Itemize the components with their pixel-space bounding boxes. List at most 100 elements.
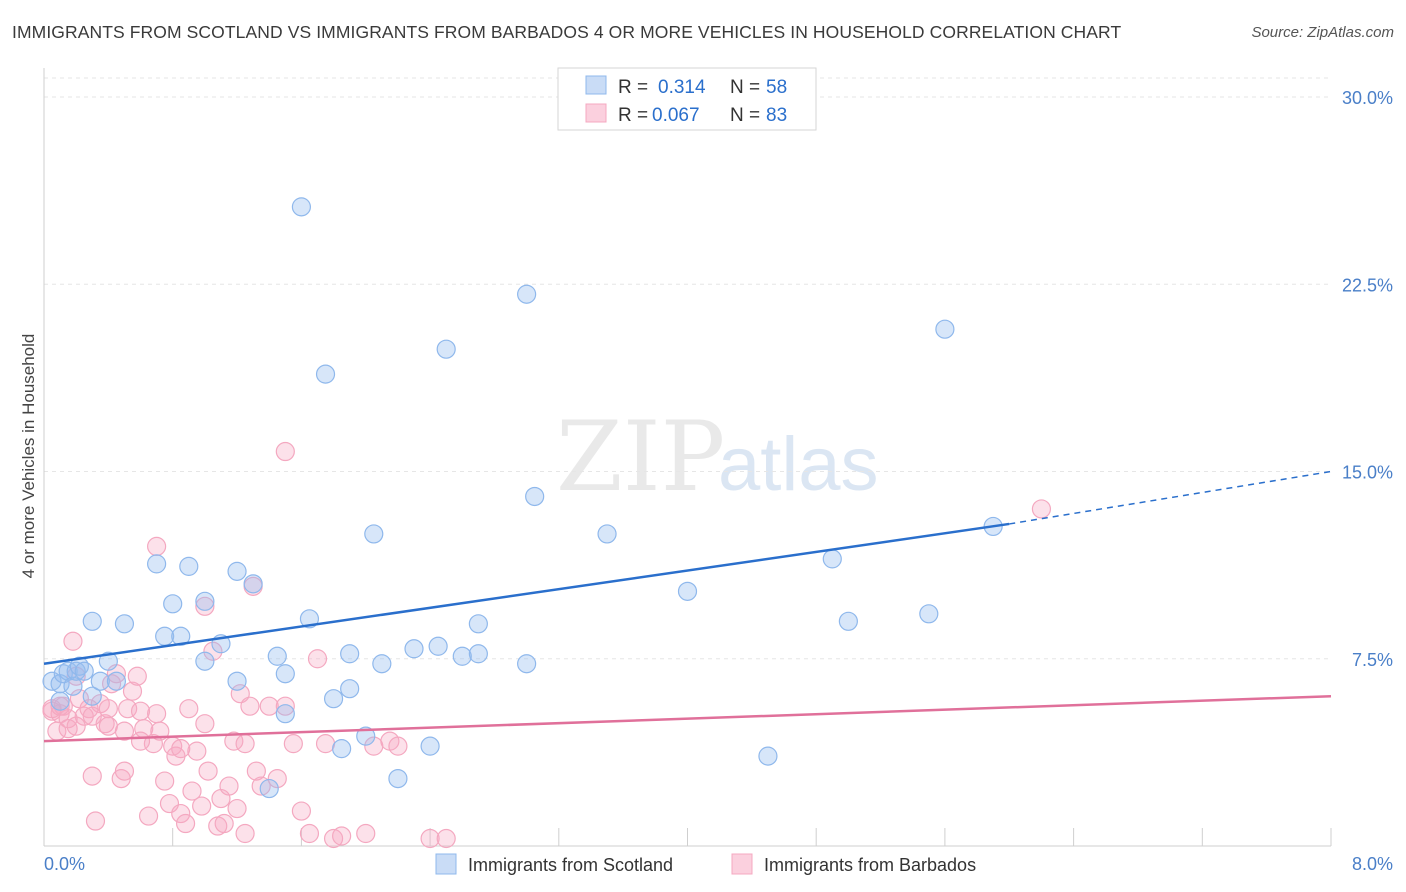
scotland-point-15 <box>147 554 167 574</box>
barbados-point-82 <box>275 696 295 716</box>
barbados-point-36 <box>187 741 207 761</box>
y-axis-label: 4 or more Vehicles in Household <box>19 334 38 579</box>
scotland-point-46 <box>468 614 488 634</box>
scotland-point-50 <box>517 284 537 304</box>
legend-n-label-1: N = <box>730 77 760 98</box>
barbados-point-33 <box>175 813 196 834</box>
barbados-point-70 <box>42 699 62 719</box>
barbados-point-62 <box>332 826 352 846</box>
legend-n-value-1: 58 <box>766 77 787 98</box>
scotland-point-44 <box>436 339 456 359</box>
scotland-point-0 <box>42 671 62 691</box>
barbados-point-24 <box>138 806 159 826</box>
trend-lines <box>43 470 1332 743</box>
scotland-point-48 <box>517 654 537 674</box>
barbados-point-46 <box>227 798 247 819</box>
barbados-point-61 <box>323 828 344 849</box>
scotland-point-54 <box>822 549 842 569</box>
barbados-point-28 <box>155 771 175 791</box>
barbados-trend-line <box>43 694 1332 743</box>
barbados-point-49 <box>240 696 260 716</box>
y-tick-label-3: 30.0% <box>1342 88 1393 108</box>
barbados-point-40 <box>203 641 223 661</box>
svg-text:R = 0.314 N =: R = 0.314 N = 58 <box>618 77 787 98</box>
scotland-point-20 <box>195 591 215 611</box>
scotland-point-40 <box>388 768 408 789</box>
bottom-legend-label-scotland: Immigrants from Scotland <box>468 855 673 875</box>
scotland-point-49 <box>525 486 545 507</box>
barbados-point-22 <box>130 701 151 721</box>
legend: R = 0.314 N = 58 R = 0.067 N = 83 <box>557 67 817 131</box>
bottom-legend-swatch-barbados <box>731 853 753 875</box>
barbados-point-10 <box>82 766 102 786</box>
barbados-point-77 <box>130 731 151 751</box>
data-points <box>42 197 1052 849</box>
barbados-point-78 <box>147 704 167 724</box>
barbados-point-68 <box>436 828 456 849</box>
source-credit: Source: ZipAtlas.com <box>1251 24 1394 41</box>
scotland-point-53 <box>758 746 778 766</box>
legend-r-value-1: 0.314 <box>658 77 706 98</box>
barbados-point-26 <box>147 536 167 557</box>
scotland-point-17 <box>163 594 183 614</box>
scotland-point-31 <box>299 609 320 629</box>
scotland-point-52 <box>677 581 698 601</box>
scotland-point-23 <box>227 671 247 691</box>
barbados-point-67 <box>420 828 440 849</box>
scotland-point-37 <box>356 726 376 746</box>
barbados-point-59 <box>307 649 328 669</box>
barbados-point-11 <box>85 811 106 831</box>
barbados-point-44 <box>219 776 239 796</box>
barbados-point-55 <box>275 441 295 462</box>
barbados-point-38 <box>195 596 215 616</box>
scotland-point-57 <box>919 604 939 624</box>
y-tick-label-1: 15.0% <box>1342 463 1393 483</box>
barbados-point-20 <box>122 681 143 701</box>
scotland-point-4 <box>58 661 78 681</box>
barbados-point-63 <box>356 823 376 844</box>
scotland-point-13 <box>106 671 126 691</box>
scotland-point-33 <box>323 689 344 709</box>
scotland-point-21 <box>195 651 215 671</box>
barbados-point-32 <box>171 803 191 824</box>
scotland-point-56 <box>935 319 955 339</box>
barbados-point-4 <box>58 719 78 739</box>
barbados-point-58 <box>299 823 320 844</box>
barbados-point-57 <box>291 801 311 821</box>
barbados-point-60 <box>315 734 336 754</box>
x-tick-label-min: 0.0% <box>44 854 85 874</box>
barbados-point-18 <box>114 761 135 781</box>
barbados-point-74 <box>82 706 102 726</box>
barbados-point-53 <box>259 696 279 716</box>
bottom-legend: Immigrants from Scotland Immigrants from… <box>435 853 976 875</box>
barbados-point-75 <box>98 716 118 736</box>
barbados-point-56 <box>283 734 303 754</box>
scotland-trend-line <box>43 522 1010 665</box>
scotland-point-11 <box>90 671 110 691</box>
scotland-point-2 <box>50 691 70 711</box>
scotland-trend-extension <box>1009 470 1332 525</box>
scotland-point-24 <box>227 561 247 581</box>
scotland-point-28 <box>275 704 295 724</box>
scotland-point-25 <box>243 574 263 594</box>
barbados-point-81 <box>235 734 255 754</box>
legend-r-value-2: 0.067 <box>652 105 700 126</box>
barbados-point-45 <box>224 731 244 751</box>
barbados-point-14 <box>98 699 118 719</box>
scotland-point-19 <box>179 556 199 576</box>
scotland-point-9 <box>82 686 102 706</box>
barbados-point-69 <box>1031 499 1052 519</box>
scotland-point-38 <box>364 524 384 544</box>
scotland-point-34 <box>332 739 352 759</box>
barbados-point-21 <box>127 666 147 686</box>
legend-r-label-2: R = <box>618 105 648 126</box>
scotland-point-51 <box>597 524 617 544</box>
scotland-point-55 <box>838 611 858 631</box>
barbados-point-66 <box>388 736 408 756</box>
barbados-point-76 <box>114 721 135 741</box>
scotland-point-10 <box>82 611 102 631</box>
watermark-zip: ZIP <box>556 401 725 513</box>
bottom-legend-label-barbados: Immigrants from Barbados <box>764 855 976 875</box>
barbados-point-35 <box>182 781 202 801</box>
